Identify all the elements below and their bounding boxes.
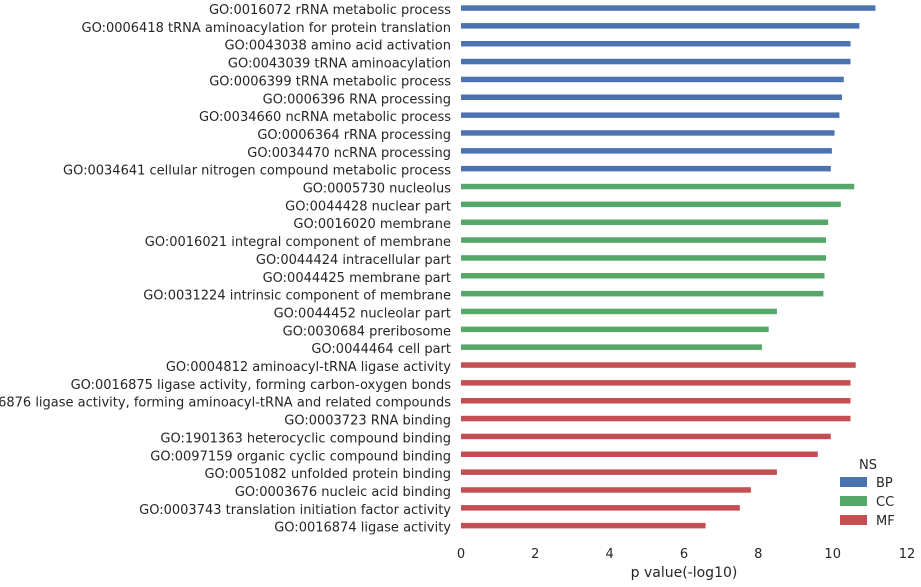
legend-swatch-cc (840, 496, 867, 506)
category-label: GO:0016876 ligase activity, forming amin… (0, 396, 451, 411)
x-tick-label: 2 (531, 547, 539, 562)
legend-title: NS (859, 458, 877, 473)
legend: NS BP CC MF (840, 458, 895, 529)
category-label: GO:0016875 ligase activity, forming carb… (71, 378, 452, 393)
x-tick-label: 6 (680, 547, 688, 562)
bar-mf (461, 415, 851, 422)
category-label: GO:0043039 tRNA aminoacylation (228, 57, 451, 72)
bar-mf (461, 433, 831, 440)
x-tick-label: 0 (457, 547, 465, 562)
category-label: GO:0006418 tRNA aminoacylation for prote… (82, 21, 451, 36)
category-label: GO:0044452 nucleolar part (274, 307, 451, 322)
bar-mf (461, 487, 751, 493)
bar-cc (461, 308, 777, 315)
x-tick-label: 8 (754, 547, 762, 562)
bar-bp (461, 41, 851, 47)
bar-mf (461, 398, 851, 404)
bar-cc (461, 290, 824, 297)
bar-bp (461, 58, 851, 65)
bar-cc (461, 255, 826, 261)
bar-bp (461, 165, 831, 172)
bars-group (461, 5, 876, 529)
category-label: GO:0034470 ncRNA processing (247, 146, 451, 161)
category-label: GO:0097159 organic cyclic compound bindi… (150, 449, 451, 464)
bar-mf (461, 380, 851, 386)
category-label: GO:0043038 amino acid activation (224, 39, 451, 54)
bar-bp (461, 148, 832, 154)
bar-mf (461, 522, 706, 529)
bar-cc (461, 201, 841, 208)
x-tick-label: 10 (824, 547, 841, 562)
bar-bp (461, 5, 876, 11)
bar-cc (461, 273, 825, 279)
bar-cc (461, 237, 826, 243)
bar-mf (461, 505, 740, 511)
category-label: GO:0016021 integral component of membran… (145, 235, 451, 250)
legend-label-mf: MF (876, 514, 895, 529)
bar-bp (461, 130, 835, 136)
category-label: GO:0016072 rRNA metabolic process (209, 3, 451, 18)
category-label: GO:0044428 nuclear part (285, 199, 451, 214)
category-label: GO:0003723 RNA binding (284, 414, 451, 429)
category-label: GO:0003676 nucleic acid binding (235, 485, 451, 500)
bar-cc (461, 344, 762, 350)
x-tick-labels: 0 2 4 6 8 10 12 (457, 547, 915, 562)
legend-label-bp: BP (876, 476, 893, 491)
legend-swatch-mf (840, 515, 867, 525)
category-label: GO:0044425 membrane part (263, 271, 451, 286)
bar-mf (461, 469, 777, 475)
category-label: GO:0003743 translation initiation factor… (139, 503, 451, 518)
category-label: GO:0034641 cellular nitrogen compound me… (63, 164, 451, 179)
legend-label-cc: CC (876, 495, 894, 510)
category-label: GO:0004812 aminoacyl-tRNA ligase activit… (166, 360, 451, 375)
bar-bp (461, 76, 844, 83)
category-label: GO:1901363 heterocyclic compound binding (160, 431, 451, 446)
bar-bp (461, 94, 842, 100)
category-label: GO:0006399 tRNA metabolic process (209, 74, 451, 89)
legend-entries: BP CC MF (840, 476, 895, 529)
category-label: GO:0006396 RNA processing (263, 92, 451, 107)
category-label: GO:0030684 preribosome (283, 324, 451, 339)
category-label: GO:0006364 rRNA processing (257, 128, 451, 143)
category-labels: GO:0016072 rRNA metabolic process GO:0006… (0, 3, 451, 536)
bar-cc (461, 183, 855, 190)
bar-mf (461, 451, 818, 457)
category-label: GO:0016874 ligase activity (274, 521, 451, 536)
x-tick-label: 4 (606, 547, 614, 562)
bar-mf (461, 362, 856, 368)
category-label: GO:0005730 nucleolus (303, 182, 452, 197)
bar-cc (461, 219, 829, 225)
category-label: GO:0044464 cell part (311, 342, 451, 357)
x-tick-label: 12 (899, 547, 916, 562)
category-label: GO:0051082 unfolded protein binding (204, 467, 451, 482)
category-label: GO:0031224 intrinsic component of membra… (143, 289, 451, 304)
bar-bp (461, 23, 860, 29)
legend-swatch-bp (840, 477, 867, 487)
category-label: GO:0044424 intracellular part (256, 253, 451, 268)
bar-bp (461, 112, 840, 118)
category-label: GO:0016020 membrane (293, 217, 451, 232)
category-label: GO:0034660 ncRNA metabolic process (199, 110, 451, 125)
x-axis-title: p value(-log10) (631, 565, 738, 581)
bar-cc (461, 326, 769, 333)
